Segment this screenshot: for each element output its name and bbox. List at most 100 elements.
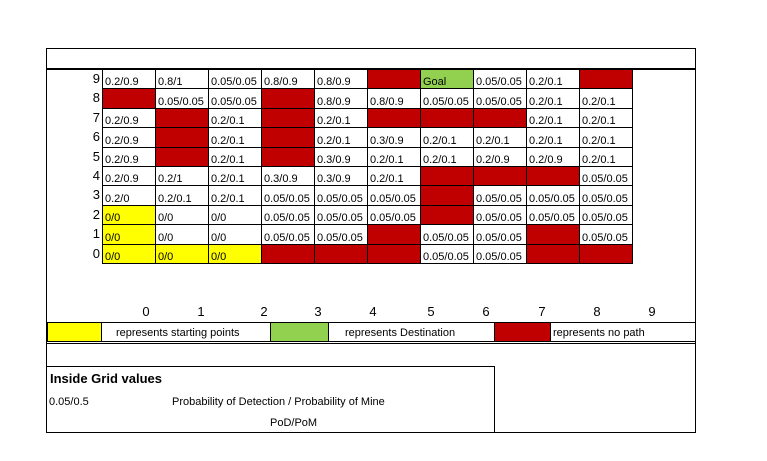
legend-dest-swatch — [270, 322, 329, 342]
row-label: 7 — [92, 109, 100, 125]
grid-cell: 0.05/0.05 — [367, 185, 421, 206]
info-abbreviation: PoD/PoM — [270, 417, 318, 429]
grid-cell: 0.2/0.1 — [526, 88, 580, 109]
grid-cell: 0.05/0.05 — [579, 185, 633, 206]
grid-cell — [526, 165, 580, 187]
grid-cell — [261, 146, 315, 167]
grid-cell: 0.3/0.9 — [367, 127, 421, 148]
grid-cell: 0.05/0.05 — [473, 68, 527, 90]
grid-cell: 0.2/0.1 — [579, 127, 633, 148]
grid-cell: 0.2/0.1 — [208, 107, 262, 129]
row-label: 9 — [92, 71, 100, 86]
grid-cell — [473, 107, 527, 129]
grid-cell — [261, 107, 315, 129]
grid-cell — [526, 224, 580, 245]
grid-cell: 0.2/0.1 — [208, 185, 262, 206]
info-description: Probability of Detection / Probability o… — [172, 396, 385, 408]
grid-cell: 0.8/0.9 — [261, 68, 315, 90]
grid-cell: 0.05/0.05 — [420, 243, 474, 264]
grid-cell: 0/0 — [208, 204, 262, 226]
grid-cell: 0/0 — [102, 243, 156, 264]
grid-cell: 0.2/0.1 — [420, 146, 474, 167]
frame-left — [46, 48, 47, 433]
grid-cell: 0.05/0.05 — [261, 185, 315, 206]
grid-cell: 0.2/0.1 — [367, 146, 421, 167]
grid-row: 0.2/0.9 0.8/1 0.05/0.05 0.8/0.9 0.8/0.9 Goal 0… — [102, 68, 633, 90]
grid-cell: 0.05/0.05 — [261, 204, 315, 226]
grid-cell: 0.2/0.1 — [314, 107, 368, 129]
frame-bottom — [46, 432, 696, 433]
legend-start-label: represents starting points — [101, 322, 271, 342]
grid-cell — [261, 243, 315, 264]
grid-row: 0.2/0.9 0.2/0.1 0.2/0.1 0.2/0.1 0.2/0.1 — [102, 107, 633, 129]
grid-cell: 0/0 — [208, 243, 262, 264]
grid-cell: 0.2/0.1 — [208, 165, 262, 187]
grid-cell — [155, 146, 209, 167]
grid-cell: 0.05/0.05 — [526, 185, 580, 206]
grid-cell: 0.2/0.1 — [526, 107, 580, 129]
grid-cell: 0.05/0.05 — [473, 88, 527, 109]
info-right-line — [494, 366, 495, 433]
grid-cell: 0.2/0.9 — [102, 165, 156, 187]
column-label: 5 — [427, 304, 435, 319]
grid-cell: 0.2/0.1 — [473, 127, 527, 148]
grid-cell — [261, 88, 315, 109]
grid-cell: 0.2/0.1 — [155, 185, 209, 206]
grid-cell: 0.2/0.1 — [526, 127, 580, 148]
legend-start-swatch — [47, 322, 102, 342]
grid-cell: 0.2/1 — [155, 165, 209, 187]
grid-row: 0/0 0/0 0/0 0.05/0.05 0.05/0.05 0.05/0.05 0.05… — [102, 224, 633, 245]
grid-cell: 0.2/0.1 — [526, 68, 580, 90]
grid-cell: 0.2/0.1 — [579, 88, 633, 109]
grid-cell: 0.2/0 — [102, 185, 156, 206]
grid-cell: 0.2/0.9 — [102, 68, 156, 90]
grid-cell: 0.8/1 — [155, 68, 209, 90]
grid-cell: 0.05/0.05 — [314, 204, 368, 226]
grid-cell: 0.3/0.9 — [314, 146, 368, 167]
grid-cell: 0.05/0.05 — [526, 204, 580, 226]
grid-cell — [367, 107, 421, 129]
grid-row: 0.2/0.9 0.2/1 0.2/0.1 0.3/0.9 0.3/0.9 0.2/0.1… — [102, 165, 633, 187]
grid-cell: 0/0 — [102, 224, 156, 245]
info-heading: Inside Grid values — [50, 371, 162, 386]
grid-cell: 0.2/0.1 — [314, 127, 368, 148]
grid-cell: 0.2/0.1 — [367, 165, 421, 187]
minefield-grid: 0.2/0.9 0.8/1 0.05/0.05 0.8/0.9 0.8/0.9 Goal 0… — [102, 68, 633, 264]
column-label: 3 — [314, 304, 322, 319]
legend-nopath-swatch — [494, 322, 551, 342]
grid-cell: 0.05/0.05 — [473, 204, 527, 226]
grid-cell: 0.8/0.9 — [367, 88, 421, 109]
grid-row: 0.2/0.9 0.2/0.1 0.3/0.9 0.2/0.1 0.2/0.1 0.2/0… — [102, 146, 633, 167]
grid-cell — [420, 185, 474, 206]
grid-cell — [261, 127, 315, 148]
grid-row: 0.05/0.05 0.05/0.05 0.8/0.9 0.8/0.9 0.05/0.0… — [102, 88, 633, 109]
row-label: 2 — [92, 206, 100, 222]
info-example-value: 0.05/0.5 — [49, 396, 89, 408]
grid-cell: 0.05/0.05 — [155, 88, 209, 109]
column-label: 1 — [197, 304, 205, 319]
grid-cell: 0.05/0.05 — [314, 224, 368, 245]
grid-cell: 0/0 — [155, 224, 209, 245]
grid-cell — [155, 107, 209, 129]
row-label: 8 — [92, 90, 100, 106]
row-label: 6 — [92, 129, 100, 145]
column-label: 8 — [593, 304, 601, 319]
grid-cell: 0.2/0.9 — [102, 146, 156, 167]
grid-cell: 0/0 — [155, 204, 209, 226]
grid-cell — [367, 224, 421, 245]
grid-cell: 0.2/0.1 — [208, 127, 262, 148]
grid-cell — [420, 204, 474, 226]
grid-cell: 0.05/0.05 — [208, 68, 262, 90]
grid-cell: 0.2/0.1 — [420, 127, 474, 148]
grid-cell: 0.05/0.05 — [473, 224, 527, 245]
grid-cell: 0.2/0.1 — [208, 146, 262, 167]
row-label: 5 — [92, 148, 100, 164]
grid-cell: 0/0 — [208, 224, 262, 245]
frame-top — [46, 48, 696, 49]
grid-cell: 0.05/0.05 — [314, 185, 368, 206]
grid-cell: 0.2/0.9 — [102, 107, 156, 129]
grid-cell: 0.05/0.05 — [579, 224, 633, 245]
grid-cell — [579, 243, 633, 264]
grid-row: 0.2/0.9 0.2/0.1 0.2/0.1 0.3/0.9 0.2/0.1 0.2/0… — [102, 127, 633, 148]
